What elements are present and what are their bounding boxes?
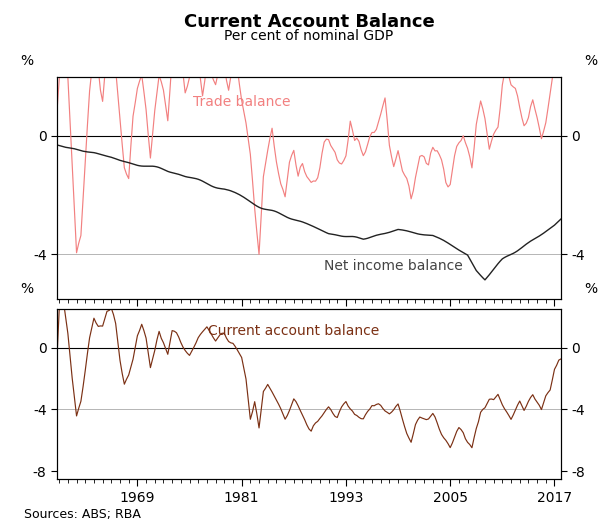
Text: %: % xyxy=(584,282,598,296)
Text: %: % xyxy=(584,54,598,68)
Text: Sources: ABS; RBA: Sources: ABS; RBA xyxy=(24,508,141,522)
Text: Per cent of nominal GDP: Per cent of nominal GDP xyxy=(224,29,394,43)
Text: Trade balance: Trade balance xyxy=(193,95,290,108)
Text: %: % xyxy=(20,54,34,68)
Text: Current account balance: Current account balance xyxy=(208,324,379,338)
Text: Net income balance: Net income balance xyxy=(324,259,463,273)
Text: Current Account Balance: Current Account Balance xyxy=(184,13,434,31)
Text: %: % xyxy=(20,282,34,296)
